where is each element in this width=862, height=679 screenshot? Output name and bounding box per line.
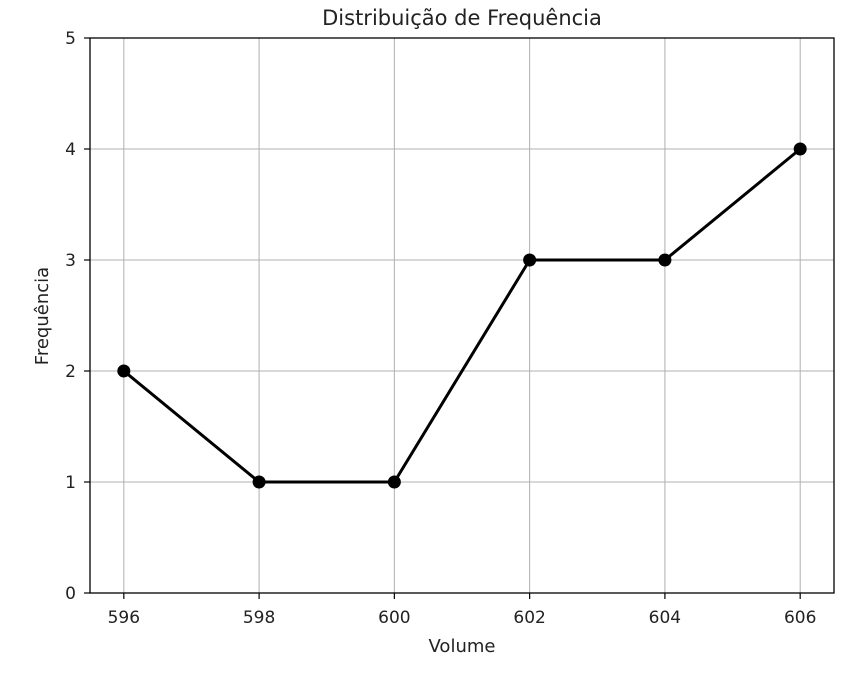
- data-point-marker: [793, 142, 807, 156]
- x-tick-label: 598: [243, 608, 275, 628]
- y-tick-label: 4: [65, 140, 76, 160]
- x-tick-label: 604: [649, 608, 681, 628]
- y-axis-title: Frequência: [32, 267, 53, 365]
- y-tick-label: 3: [65, 251, 76, 271]
- x-tick-label: 602: [513, 608, 545, 628]
- data-point-marker: [252, 475, 266, 489]
- data-point-marker: [387, 475, 401, 489]
- x-tick-label: 606: [784, 608, 816, 628]
- y-tick-label: 5: [65, 29, 76, 49]
- x-tick-label: 596: [108, 608, 140, 628]
- axis-ticks: 596 598 600 602 604 606 0 1 2 3 4 5: [65, 29, 816, 628]
- chart-title: Distribuição de Frequência: [322, 6, 602, 30]
- data-point-marker: [523, 253, 537, 267]
- y-tick-label: 0: [65, 584, 76, 604]
- series-layer: [117, 142, 807, 489]
- plot-area-frame: [89, 37, 835, 594]
- x-axis-title: Volume: [429, 636, 496, 657]
- series-line: [122, 147, 802, 484]
- x-tick-label: 600: [378, 608, 410, 628]
- y-tick-label: 2: [65, 362, 76, 382]
- data-point-marker: [658, 253, 672, 267]
- y-tick-label: 1: [65, 473, 76, 493]
- data-point-marker: [117, 364, 131, 378]
